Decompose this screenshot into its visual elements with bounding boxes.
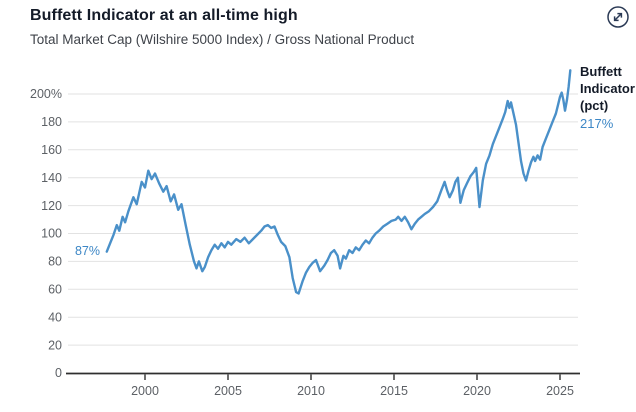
y-axis-tick-label: 20 xyxy=(48,338,62,352)
x-axis-tick-label: 2015 xyxy=(380,384,408,398)
y-axis-tick-label: 120 xyxy=(41,199,62,213)
buffett-indicator-line xyxy=(105,69,572,295)
y-axis-tick-label: 140 xyxy=(41,171,62,185)
y-axis-tick-label: 180 xyxy=(41,115,62,129)
chart-header: Buffett Indicator at an all-time high To… xyxy=(30,7,414,47)
series-legend: Buffett Indicator (pct) 217% xyxy=(580,63,636,132)
x-axis-tick-label: 2010 xyxy=(297,384,325,398)
y-axis-tick-label: 100 xyxy=(41,227,62,241)
legend-title: Buffett Indicator (pct) xyxy=(580,64,635,113)
y-axis-tick-label: 160 xyxy=(41,143,62,157)
x-axis-tick-label: 2020 xyxy=(463,384,491,398)
expand-button[interactable] xyxy=(604,3,632,31)
y-axis-tick-label: 80 xyxy=(48,255,62,269)
line-start-value-label: 87% xyxy=(74,244,100,258)
page-title: Buffett Indicator at an all-time high xyxy=(30,7,298,24)
x-axis-tick-label: 2000 xyxy=(131,384,159,398)
x-axis-tick-label: 2025 xyxy=(546,384,574,398)
y-axis-tick-label: 60 xyxy=(48,283,62,297)
expand-arrows-icon xyxy=(607,6,629,28)
chart-subtitle: Total Market Cap (Wilshire 5000 Index) /… xyxy=(30,32,415,47)
y-axis-tick-label: 40 xyxy=(48,310,62,324)
legend-current-value: 217% xyxy=(580,116,614,131)
x-axis-tick-label: 2005 xyxy=(214,384,242,398)
y-axis-tick-label: 0 xyxy=(55,366,62,380)
y-axis-tick-label: 200% xyxy=(30,87,62,101)
